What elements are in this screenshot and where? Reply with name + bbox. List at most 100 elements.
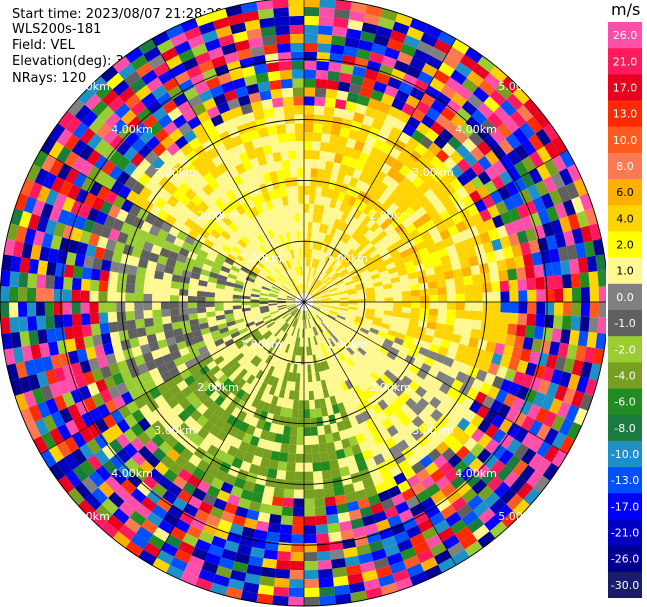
velocity-gate (279, 341, 286, 351)
velocity-gate (156, 39, 175, 55)
velocity-gate (344, 555, 360, 567)
velocity-gate (323, 278, 332, 286)
velocity-gate (239, 421, 250, 433)
velocity-gate (301, 284, 304, 294)
velocity-gate (504, 368, 517, 383)
velocity-gate (116, 140, 132, 156)
velocity-gate (361, 272, 371, 280)
velocity-gate (103, 375, 117, 390)
velocity-gate (491, 214, 505, 229)
velocity-gate (490, 459, 506, 476)
velocity-gate (439, 228, 451, 241)
velocity-gate (197, 200, 210, 213)
velocity-gate (188, 313, 198, 321)
velocity-gate (324, 215, 332, 226)
velocity-gate (244, 361, 254, 372)
velocity-gate (280, 274, 288, 283)
velocity-gate (533, 326, 545, 340)
velocity-gate (162, 490, 178, 505)
velocity-gate (477, 170, 492, 186)
velocity-gate (307, 373, 313, 383)
velocity-gate (209, 425, 222, 437)
velocity-gate (571, 227, 584, 245)
velocity-gate (381, 417, 394, 430)
velocity-gate (330, 303, 340, 306)
velocity-gate (28, 258, 40, 274)
velocity-gate (579, 193, 594, 211)
velocity-gate (173, 356, 185, 367)
velocity-gate (172, 403, 185, 416)
velocity-gate (339, 297, 349, 301)
velocity-gate (286, 304, 296, 308)
velocity-gate (319, 141, 330, 152)
velocity-gate (288, 316, 295, 325)
velocity-gate (289, 159, 297, 169)
velocity-gate (0, 302, 10, 318)
velocity-gate (53, 192, 68, 210)
velocity-gate (250, 293, 260, 298)
velocity-gate (365, 287, 375, 293)
velocity-gate (224, 240, 235, 250)
velocity-gate (242, 263, 252, 271)
velocity-gate (505, 454, 521, 471)
velocity-gate (209, 506, 224, 519)
velocity-gate (151, 420, 165, 434)
velocity-gate (136, 266, 147, 277)
velocity-gate (298, 391, 304, 401)
velocity-gate (416, 468, 431, 482)
velocity-gate (242, 581, 260, 594)
velocity-gate (232, 77, 247, 90)
velocity-gate (391, 432, 404, 445)
velocity-gate (435, 272, 446, 281)
velocity-gate (467, 93, 484, 110)
velocity-gate (506, 165, 521, 182)
velocity-gate (371, 342, 382, 351)
velocity-gate (346, 92, 360, 104)
velocity-gate (290, 213, 296, 223)
velocity-gate (393, 59, 410, 74)
velocity-gate (190, 271, 201, 280)
velocity-gate (228, 269, 239, 277)
velocity-gate (286, 462, 296, 472)
velocity-gate (577, 257, 589, 273)
velocity-gate (111, 341, 123, 353)
velocity-gate (525, 227, 538, 242)
velocity-gate (207, 544, 224, 558)
velocity-gate (179, 288, 189, 296)
velocity-gate (278, 205, 286, 216)
velocity-gate (320, 333, 327, 342)
velocity-gate (164, 169, 178, 183)
velocity-gate (292, 267, 298, 277)
velocity-gate (204, 432, 217, 445)
velocity-gate (344, 224, 353, 235)
velocity-gate (326, 267, 334, 276)
velocity-gate (265, 116, 276, 128)
velocity-gate (234, 315, 244, 321)
velocity-gate (393, 420, 406, 433)
velocity-gate (445, 349, 458, 360)
velocity-gate (286, 300, 296, 302)
velocity-gate (345, 248, 355, 258)
velocity-gate (276, 378, 284, 389)
velocity-gate (310, 307, 318, 314)
velocity-gate (48, 205, 62, 222)
velocity-gate (209, 202, 221, 214)
velocity-gate (74, 482, 92, 500)
velocity-gate (271, 97, 284, 108)
velocity-gate (418, 314, 429, 322)
velocity-gate (389, 346, 400, 356)
velocity-gate (279, 224, 286, 234)
velocity-gate (398, 365, 409, 376)
velocity-gate (238, 327, 249, 335)
velocity-gate (399, 274, 409, 282)
velocity-gate (243, 179, 254, 191)
velocity-gate (286, 281, 293, 289)
velocity-gate (131, 451, 146, 467)
velocity-gate (278, 292, 288, 297)
velocity-gate (157, 427, 172, 442)
velocity-gate (406, 26, 424, 41)
velocity-gate (589, 363, 602, 381)
velocity-gate (301, 275, 304, 285)
velocity-gate (205, 76, 221, 90)
velocity-gate (267, 365, 275, 376)
